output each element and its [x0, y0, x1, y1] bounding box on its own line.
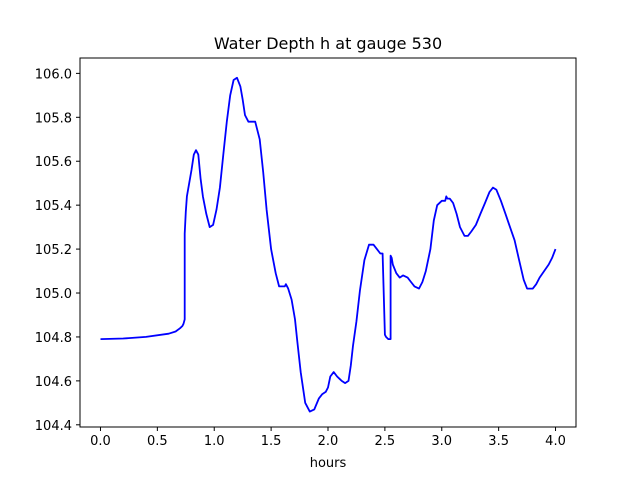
series-line [100, 76, 557, 413]
y-axis: 104.4 104.6 104.8 105.0 105.2 105.4 105.6 105.8… [35, 67, 80, 434]
x-tick-label: 2.5 [375, 434, 396, 449]
x-axis-label: hours [310, 456, 347, 471]
series-layer [100, 76, 557, 413]
y-tick-label: 105.8 [35, 111, 72, 126]
y-tick-label: 104.6 [35, 375, 72, 390]
y-tick-label: 105.4 [35, 199, 72, 214]
x-tick-label: 3.5 [488, 434, 509, 449]
x-tick-label: 3.0 [431, 434, 452, 449]
x-tick-label: 4.0 [545, 434, 566, 449]
y-tick-label: 105.6 [35, 155, 72, 170]
y-tick-label: 106.0 [35, 67, 72, 82]
x-tick-label: 2.0 [318, 434, 339, 449]
y-tick-label: 105.0 [35, 287, 72, 302]
plot-area [80, 58, 576, 427]
y-tick-label: 105.2 [35, 243, 72, 258]
y-tick-label: 104.8 [35, 331, 72, 346]
x-tick-label: 1.0 [204, 434, 225, 449]
x-axis: 0.0 0.5 1.0 1.5 2.0 2.5 3.0 3.5 4.0 [90, 427, 566, 449]
x-tick-label: 0.5 [147, 434, 168, 449]
y-tick-label: 104.4 [35, 419, 72, 434]
chart-title: Water Depth h at gauge 530 [214, 34, 442, 53]
x-tick-label: 0.0 [90, 434, 111, 449]
x-tick-label: 1.5 [261, 434, 282, 449]
plot-frame [79, 57, 577, 428]
